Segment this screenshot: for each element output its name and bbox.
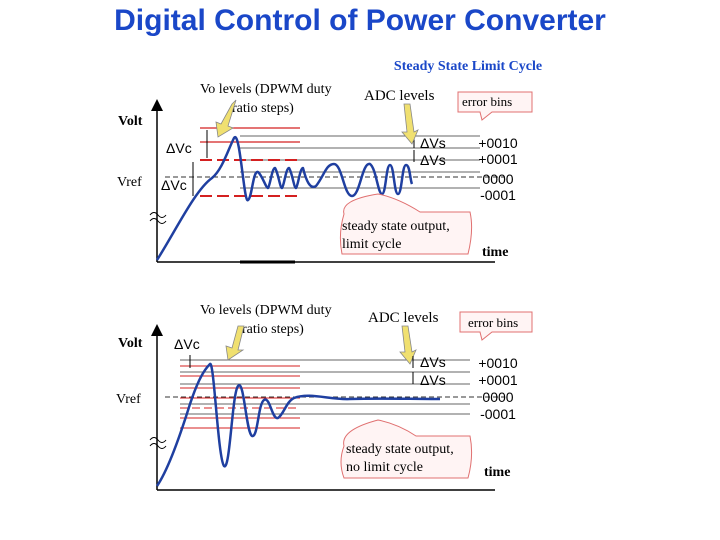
subtitle: Steady State Limit Cycle [394,59,542,74]
top-vo-levels-label-2: ratio steps) [232,101,294,116]
top-callout-line2: limit cycle [342,237,401,252]
bottom-delta-vs-upper: ΔVs [420,354,446,370]
bottom-bin-1: +0001 [478,372,518,388]
bottom-callout-line2: no limit cycle [346,460,423,475]
top-vo-arrow [215,99,237,138]
bottom-vref-label: Vref [116,392,141,407]
top-vref-label: Vref [117,175,142,190]
bottom-adc-arrow [399,325,417,365]
bottom-callout-line1: steady state output, [346,442,454,457]
top-callout-line1: steady state output, [342,219,450,234]
bottom-vo-arrow [225,325,245,361]
top-vo-levels-label-1: Vo levels (DPWM duty [200,82,332,97]
top-delta-vc-lower: ΔVc [161,177,187,193]
top-steady-state-callout [339,193,473,255]
bottom-error-bins-callout [459,311,533,341]
bottom-adc-levels [180,359,470,415]
bottom-delta-vs-lower: ΔVs [420,372,446,388]
bottom-volt-label: Volt [118,336,143,351]
top-vo-levels [200,127,300,197]
top-delta-vs-lower: ΔVs [420,152,446,168]
top-delta-vc-upper: ΔVc [166,140,192,156]
top-time-label: time [482,245,508,260]
top-bin-1: +0001 [478,151,518,167]
bottom-bin-2: 0000 [482,389,513,405]
top-waveform [155,136,414,261]
bottom-bin-3: -0001 [480,406,516,422]
bottom-vo-levels [180,365,300,429]
bottom-error-bins-label: error bins [468,315,518,330]
bottom-vo-levels-label-2: ratio steps) [242,322,304,337]
bottom-vo-levels-label-1: Vo levels (DPWM duty [200,303,332,318]
top-panel: Volt Vref Vo levels (DPWM duty ratio ste… [117,82,533,264]
top-adc-levels [240,135,480,189]
top-delta-vs-upper: ΔVs [420,135,446,151]
bottom-panel: Volt Vref Vo levels (DPWM duty ratio ste… [116,303,533,491]
top-bin-3: -0001 [480,187,516,203]
bottom-bin-0: +0010 [478,355,518,371]
top-volt-label: Volt [118,114,143,129]
slide-title: Digital Control of Power Converter [114,4,606,37]
bottom-waveform [155,362,441,487]
top-error-bins-label: error bins [462,94,512,109]
top-adc-levels-label: ADC levels [364,88,435,104]
top-axis-break-icon [149,212,167,224]
bottom-time-label: time [484,465,510,480]
bottom-steady-state-callout [340,419,473,479]
bottom-delta-vc: ΔVc [174,336,200,352]
top-adc-arrow [401,103,419,145]
top-error-bins-callout [457,91,533,121]
bottom-adc-levels-label: ADC levels [368,310,439,326]
top-bin-0: +0010 [478,135,518,151]
bottom-axis-break-icon [149,437,167,449]
top-bin-2: 0000 [482,171,513,187]
